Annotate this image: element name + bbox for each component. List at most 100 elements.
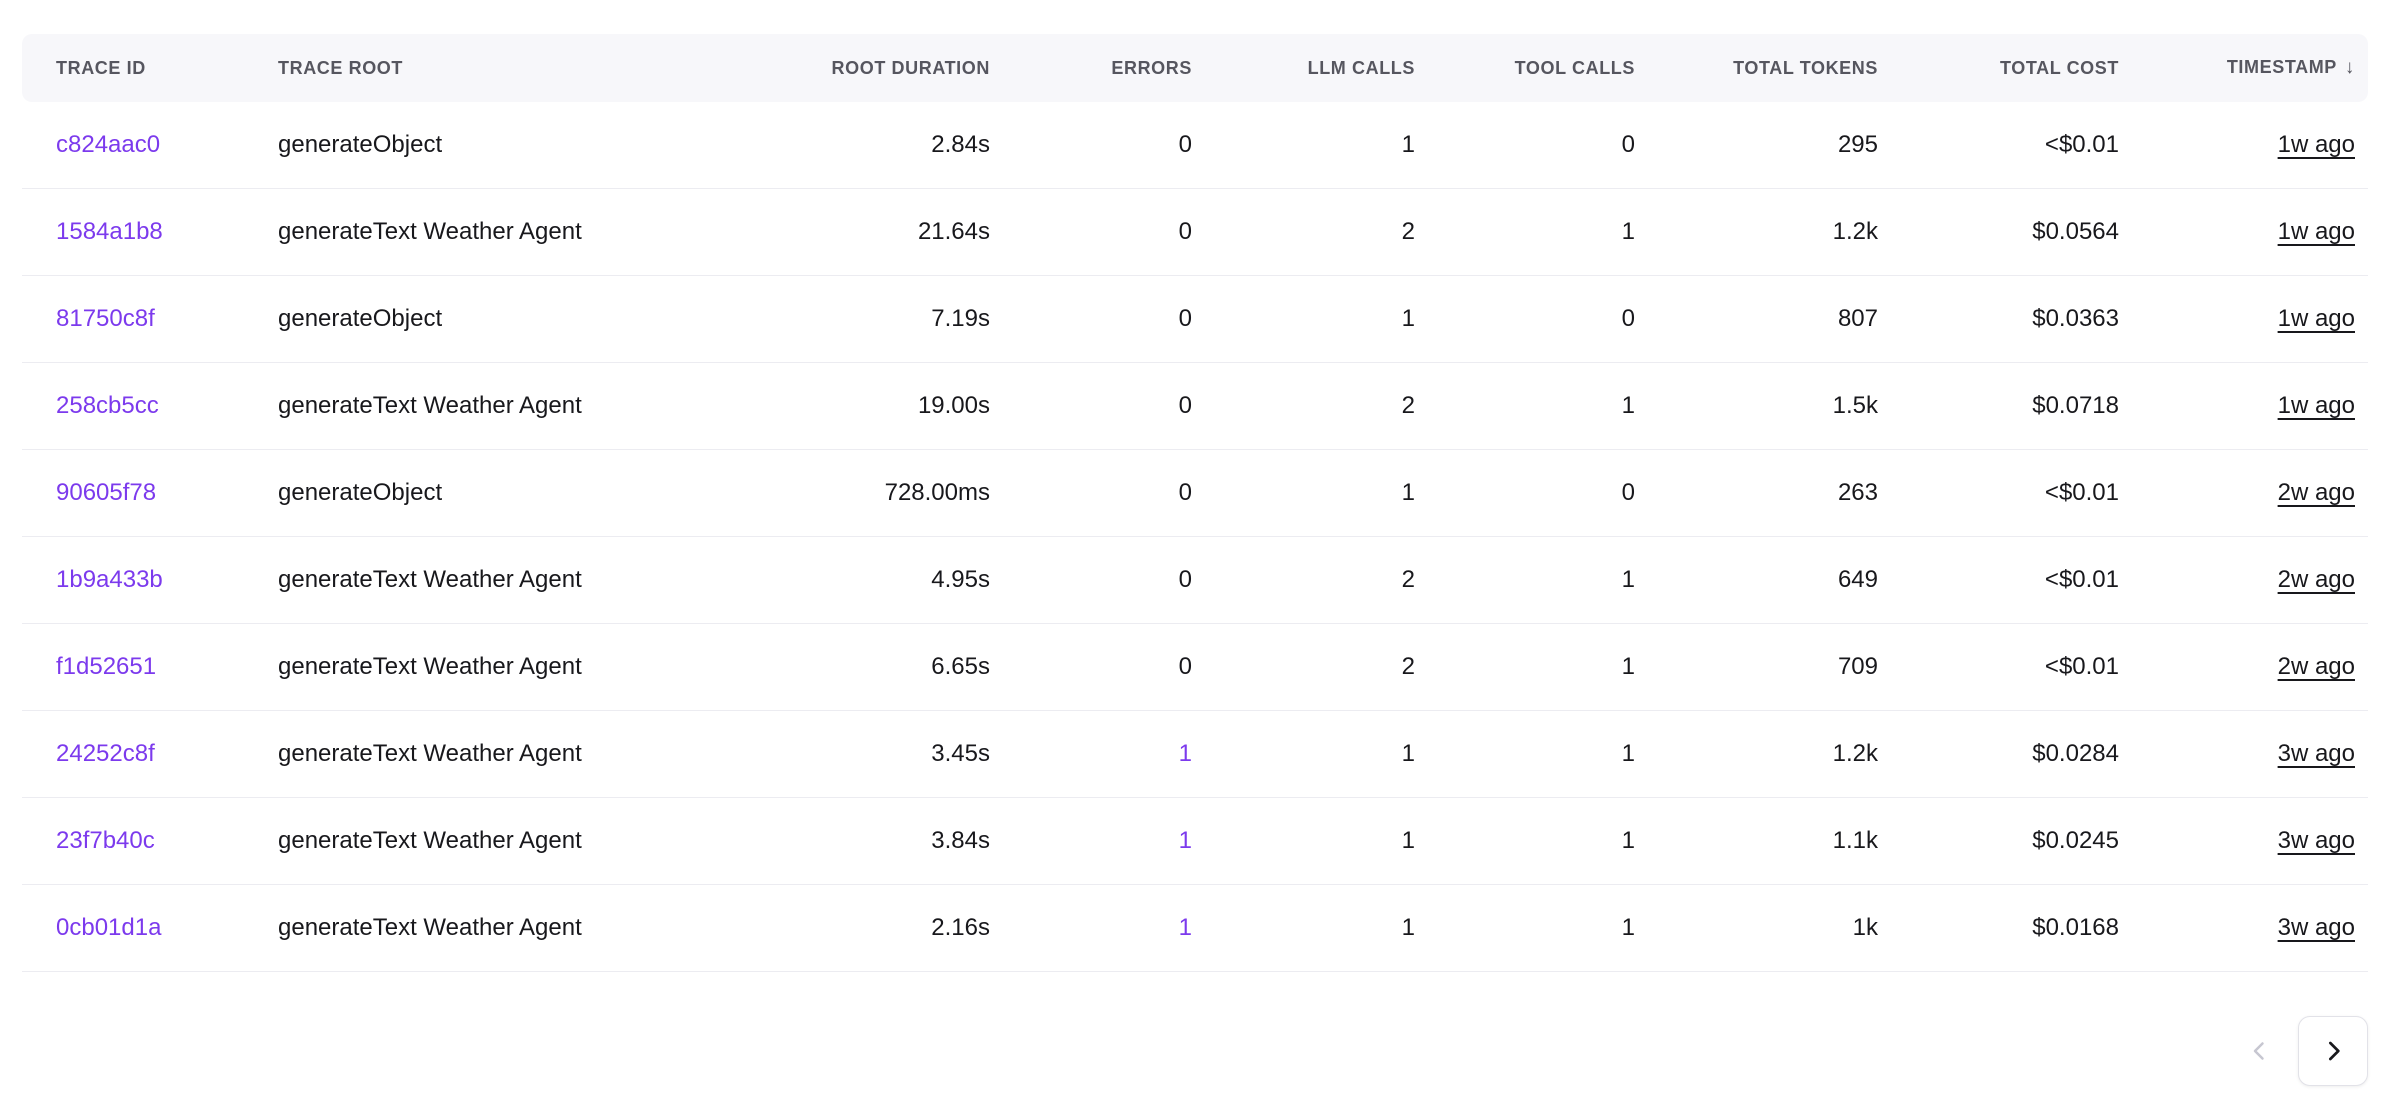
cell-tool-calls: 1 [1449, 711, 1669, 798]
next-page-button[interactable] [2298, 1016, 2368, 1086]
trace-id-link[interactable]: c824aac0 [56, 131, 161, 158]
column-header-tool-calls[interactable]: TOOL CALLS [1449, 34, 1669, 102]
root-duration-value: 19.00s [917, 392, 990, 419]
cell-trace-id: 0cb01d1a [22, 885, 244, 972]
cell-root-duration: 7.19s [764, 276, 1024, 363]
column-header-trace-root[interactable]: TRACE ROOT [244, 34, 764, 102]
errors-value: 0 [1178, 653, 1192, 680]
tool-calls-value: 0 [1621, 305, 1635, 332]
trace-row[interactable]: 23f7b40c generateText Weather Agent 3.84s 1… [22, 798, 2368, 885]
column-header-llm-calls[interactable]: LLM CALLS [1226, 34, 1449, 102]
trace-id-link[interactable]: 1584a1b8 [56, 218, 163, 245]
cell-root-duration: 21.64s [764, 189, 1024, 276]
cell-tool-calls: 0 [1449, 450, 1669, 537]
cell-timestamp: 3w ago [2153, 798, 2368, 885]
total-tokens-value: 709 [1837, 653, 1878, 680]
cell-trace-root: generateText Weather Agent [244, 537, 764, 624]
root-duration-value: 7.19s [931, 305, 990, 332]
trace-row[interactable]: 0cb01d1a generateText Weather Agent 2.16s 1… [22, 885, 2368, 972]
trace-id-link[interactable]: 1b9a433b [56, 566, 163, 593]
timestamp-value: 3w ago [2277, 740, 2355, 767]
sort-descending-icon: ↓ [2344, 57, 2355, 78]
trace-row[interactable]: 24252c8f generateText Weather Agent 3.45s 1… [22, 711, 2368, 798]
cell-timestamp: 2w ago [2153, 450, 2368, 537]
cell-trace-id: 1b9a433b [22, 537, 244, 624]
llm-calls-value: 1 [1401, 479, 1415, 506]
trace-id-link[interactable]: 23f7b40c [56, 827, 155, 854]
total-cost-value: $0.0245 [2032, 827, 2119, 854]
header-row: TRACE ID TRACE ROOT ROOT DURATION ERRORS LLM… [22, 34, 2368, 102]
trace-row[interactable]: 1b9a433b generateText Weather Agent 4.95s 0… [22, 537, 2368, 624]
cell-total-cost: <$0.01 [1912, 537, 2153, 624]
cell-llm-calls: 1 [1226, 450, 1449, 537]
tool-calls-value: 1 [1621, 653, 1635, 680]
cell-timestamp: 2w ago [2153, 537, 2368, 624]
column-header-trace-id[interactable]: TRACE ID [22, 34, 244, 102]
trace-row[interactable]: 1584a1b8 generateText Weather Agent 21.64s… [22, 189, 2368, 276]
cell-total-tokens: 295 [1669, 102, 1912, 189]
cell-llm-calls: 1 [1226, 885, 1449, 972]
column-header-root-duration[interactable]: ROOT DURATION [764, 34, 1024, 102]
cell-errors: 1 [1024, 711, 1226, 798]
column-header-timestamp[interactable]: TIMESTAMP ↓ [2153, 34, 2368, 102]
cell-trace-root: generateObject [244, 450, 764, 537]
cell-timestamp: 3w ago [2153, 711, 2368, 798]
errors-value: 0 [1178, 566, 1192, 593]
total-cost-value: $0.0718 [2032, 392, 2119, 419]
trace-row[interactable]: 90605f78 generateObject 728.00ms 0 1 0 263 <$0.… [22, 450, 2368, 537]
cell-tool-calls: 1 [1449, 189, 1669, 276]
trace-id-link[interactable]: 24252c8f [56, 740, 155, 767]
timestamp-value: 1w ago [2277, 131, 2355, 158]
cell-root-duration: 6.65s [764, 624, 1024, 711]
cell-root-duration: 3.84s [764, 798, 1024, 885]
llm-calls-value: 1 [1401, 827, 1415, 854]
cell-trace-root: generateText Weather Agent [244, 624, 764, 711]
column-label: LLM CALLS [1307, 57, 1415, 78]
trace-row[interactable]: c824aac0 generateObject 2.84s 0 1 0 295 <$0.01 1… [22, 102, 2368, 189]
column-header-total-tokens[interactable]: TOTAL TOKENS [1669, 34, 1912, 102]
total-cost-value: <$0.01 [2044, 566, 2119, 593]
traces-table-head: TRACE ID TRACE ROOT ROOT DURATION ERRORS LLM… [22, 34, 2368, 102]
cell-root-duration: 2.16s [764, 885, 1024, 972]
total-cost-value: <$0.01 [2044, 131, 2119, 158]
total-cost-value: <$0.01 [2044, 653, 2119, 680]
trace-id-link[interactable]: 0cb01d1a [56, 914, 162, 941]
previous-page-button[interactable] [2236, 1027, 2284, 1075]
root-duration-value: 3.84s [931, 827, 990, 854]
timestamp-value: 1w ago [2277, 392, 2355, 419]
trace-row[interactable]: f1d52651 generateText Weather Agent 6.65s 0… [22, 624, 2368, 711]
cell-llm-calls: 2 [1226, 537, 1449, 624]
root-duration-value: 728.00ms [884, 479, 990, 506]
pagination [22, 1016, 2368, 1086]
llm-calls-value: 2 [1401, 218, 1415, 245]
cell-timestamp: 1w ago [2153, 102, 2368, 189]
error-count-value: 1 [1178, 740, 1192, 767]
cell-trace-root: generateText Weather Agent [244, 711, 764, 798]
total-cost-value: $0.0363 [2032, 305, 2119, 332]
cell-timestamp: 1w ago [2153, 189, 2368, 276]
trace-row[interactable]: 81750c8f generateObject 7.19s 0 1 0 807 $0.0363… [22, 276, 2368, 363]
trace-root-value: generateObject [278, 305, 443, 332]
cell-timestamp: 2w ago [2153, 624, 2368, 711]
cell-llm-calls: 1 [1226, 711, 1449, 798]
trace-row[interactable]: 258cb5cc generateText Weather Agent 19.00s… [22, 363, 2368, 450]
llm-calls-value: 2 [1401, 392, 1415, 419]
cell-trace-id: 23f7b40c [22, 798, 244, 885]
column-header-errors[interactable]: ERRORS [1024, 34, 1226, 102]
timestamp-value: 2w ago [2277, 566, 2355, 593]
trace-id-link[interactable]: f1d52651 [56, 653, 157, 680]
cell-total-cost: $0.0718 [1912, 363, 2153, 450]
cell-total-tokens: 807 [1669, 276, 1912, 363]
cell-root-duration: 3.45s [764, 711, 1024, 798]
column-header-total-cost[interactable]: TOTAL COST [1912, 34, 2153, 102]
cell-total-cost: $0.0564 [1912, 189, 2153, 276]
trace-id-link[interactable]: 81750c8f [56, 305, 155, 332]
cell-llm-calls: 2 [1226, 189, 1449, 276]
cell-trace-id: 90605f78 [22, 450, 244, 537]
trace-id-link[interactable]: 258cb5cc [56, 392, 159, 419]
total-tokens-value: 1.2k [1832, 218, 1878, 245]
llm-calls-value: 2 [1401, 653, 1415, 680]
cell-errors: 0 [1024, 189, 1226, 276]
cell-total-tokens: 1.1k [1669, 798, 1912, 885]
trace-id-link[interactable]: 90605f78 [56, 479, 157, 506]
